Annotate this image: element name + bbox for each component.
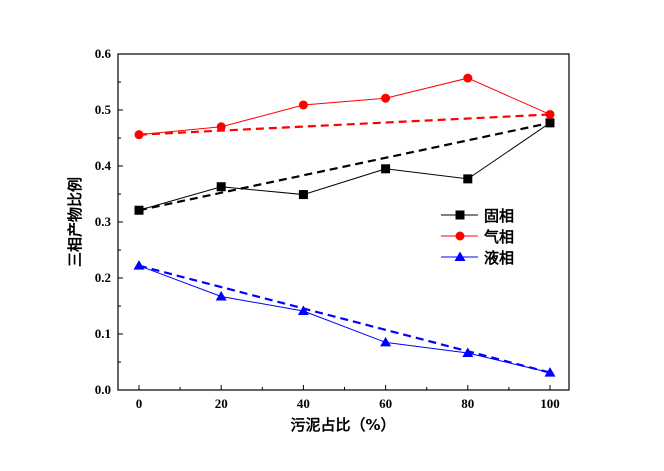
x-axis-label: 污泥占比（%） xyxy=(290,416,395,434)
triangle-marker xyxy=(454,251,466,261)
y-tick-label: 0.2 xyxy=(95,270,111,285)
circle-marker xyxy=(134,130,144,140)
series-line xyxy=(138,77,551,136)
x-tick-label: 40 xyxy=(297,396,310,411)
square-marker xyxy=(298,190,308,200)
circle-marker xyxy=(463,73,473,83)
dashed-trend-line xyxy=(138,121,551,212)
x-tick-label: 60 xyxy=(379,396,392,411)
y-axis-label: 三相产物比例 xyxy=(66,177,84,267)
y-tick-label: 0.5 xyxy=(95,102,112,117)
y-tick-label: 0.1 xyxy=(95,326,111,341)
y-tick-label: 0.3 xyxy=(95,214,112,229)
x-tick-label: 100 xyxy=(540,396,560,411)
circle-marker xyxy=(298,100,308,110)
square-marker xyxy=(463,174,473,184)
triangle-marker xyxy=(462,347,474,358)
triangle-marker xyxy=(297,305,309,316)
circle-marker xyxy=(381,93,391,103)
square-marker xyxy=(216,182,226,192)
series-line xyxy=(138,265,551,374)
y-tick-label: 0.6 xyxy=(95,46,112,61)
y-tick-label: 0.0 xyxy=(95,382,111,397)
x-tick-label: 0 xyxy=(136,396,143,411)
square-marker xyxy=(545,118,555,128)
dashed-trend-line xyxy=(138,113,551,136)
x-tick-label: 20 xyxy=(215,396,228,411)
circle-marker xyxy=(455,231,465,241)
dashed-trend-line xyxy=(138,264,551,374)
y-tick-label: 0.4 xyxy=(95,158,112,173)
legend-label: 液相 xyxy=(484,249,514,267)
series-line xyxy=(138,122,551,211)
triangle-marker xyxy=(215,290,227,301)
square-marker xyxy=(381,164,391,174)
triangle-marker xyxy=(380,336,392,347)
triangle-marker xyxy=(544,367,556,377)
legend-label: 气相 xyxy=(483,228,514,246)
legend-label: 固相 xyxy=(484,207,514,225)
circle-marker xyxy=(216,122,226,132)
triangle-marker xyxy=(133,260,145,270)
square-marker xyxy=(134,205,144,215)
x-tick-label: 80 xyxy=(461,396,474,411)
circle-marker xyxy=(545,109,555,119)
square-marker xyxy=(455,210,465,220)
